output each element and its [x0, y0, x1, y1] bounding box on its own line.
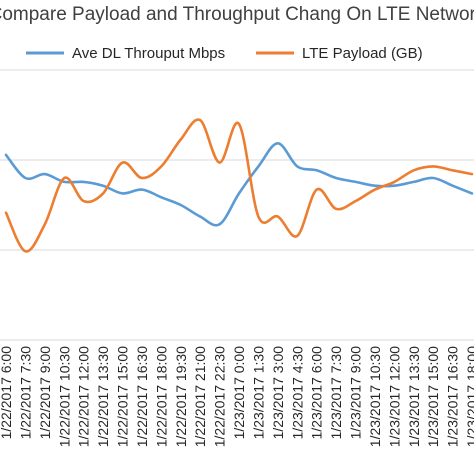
x-tick-label: 1/23/2017 3:00: [270, 346, 286, 440]
x-tick-label: 1/23/2017 16:30: [445, 346, 461, 447]
x-tick-label: 1/22/2017 16:30: [134, 346, 150, 447]
data-point-ave-dl-throuput-mbps: [44, 173, 46, 175]
legend-label: LTE Payload (GB): [302, 45, 423, 62]
x-tick-label: 1/22/2017 21:00: [192, 346, 208, 447]
data-point-lte-payload-gb: [160, 165, 162, 167]
x-tick-label: 1/23/2017 1:30: [250, 346, 266, 440]
data-point-ave-dl-throuput-mbps: [160, 196, 162, 198]
data-point-ave-dl-throuput-mbps: [432, 177, 434, 179]
data-point-lte-payload-gb: [218, 161, 220, 163]
x-tick-label: 1/22/2017 10:30: [56, 346, 72, 447]
x-tick-label: 1/23/2017 7:30: [328, 346, 344, 440]
data-point-lte-payload-gb: [277, 215, 279, 217]
data-point-lte-payload-gb: [316, 188, 318, 190]
data-point-ave-dl-throuput-mbps: [374, 185, 376, 187]
series-layer: [4, 118, 474, 253]
data-point-ave-dl-throuput-mbps: [218, 223, 220, 225]
data-point-ave-dl-throuput-mbps: [238, 192, 240, 194]
legend-item: Ave DL Throuput Mbps: [26, 45, 225, 62]
data-point-lte-payload-gb: [432, 165, 434, 167]
data-point-ave-dl-throuput-mbps: [257, 165, 259, 167]
data-point-ave-dl-throuput-mbps: [83, 181, 85, 183]
x-tick-label: 1/22/2017 15:00: [115, 346, 131, 447]
data-point-lte-payload-gb: [199, 119, 201, 121]
data-point-lte-payload-gb: [413, 169, 415, 171]
x-tick-label: 1/23/2017 6:00: [309, 346, 325, 440]
data-point-ave-dl-throuput-mbps: [335, 177, 337, 179]
legend: Ave DL Throuput Mbps LTE Payload (GB): [26, 45, 423, 62]
data-point-ave-dl-throuput-mbps: [102, 185, 104, 187]
x-tick-label: 1/22/2017 12:00: [76, 346, 92, 447]
data-point-lte-payload-gb: [83, 200, 85, 202]
x-tick-label: 1/22/2017 9:00: [37, 346, 53, 440]
data-point-ave-dl-throuput-mbps: [296, 165, 298, 167]
x-tick-label: 1/22/2017 18:00: [153, 346, 169, 447]
legend-label: Ave DL Throuput Mbps: [72, 45, 225, 62]
data-point-ave-dl-throuput-mbps: [393, 185, 395, 187]
data-point-lte-payload-gb: [121, 161, 123, 163]
x-tick-label: 1/22/2017 22:30: [212, 346, 228, 447]
x-tick-label: 1/22/2017 13:30: [95, 346, 111, 447]
data-point-ave-dl-throuput-mbps: [5, 154, 7, 156]
data-point-lte-payload-gb: [102, 192, 104, 194]
x-tick-label: 1/23/2017 12:00: [386, 346, 402, 447]
data-point-lte-payload-gb: [63, 177, 65, 179]
data-point-ave-dl-throuput-mbps: [199, 215, 201, 217]
data-point-lte-payload-gb: [24, 250, 26, 252]
x-tick-label: 1/23/2017 15:00: [425, 346, 441, 447]
data-point-lte-payload-gb: [296, 235, 298, 237]
data-point-lte-payload-gb: [257, 215, 259, 217]
data-point-lte-payload-gb: [180, 138, 182, 140]
x-tick-label: 1/23/2017 18:00: [464, 346, 474, 447]
data-point-lte-payload-gb: [471, 173, 473, 175]
data-point-ave-dl-throuput-mbps: [63, 181, 65, 183]
x-tick-label: 1/22/2017 6:00: [0, 346, 14, 440]
data-point-lte-payload-gb: [335, 208, 337, 210]
series-line-lte-payload-gb: [4, 118, 474, 253]
data-point-ave-dl-throuput-mbps: [141, 188, 143, 190]
data-point-ave-dl-throuput-mbps: [316, 169, 318, 171]
data-point-ave-dl-throuput-mbps: [451, 185, 453, 187]
x-axis-tick-labels: 1/22/2017 6:00 1/22/2017 7:30 1/22/2017 9:…: [0, 346, 474, 448]
chart-title: Compare Payload and Throughput Chang On …: [0, 4, 474, 25]
data-point-lte-payload-gb: [354, 200, 356, 202]
data-point-lte-payload-gb: [374, 188, 376, 190]
data-point-lte-payload-gb: [238, 123, 240, 125]
data-point-ave-dl-throuput-mbps: [413, 181, 415, 183]
data-point-ave-dl-throuput-mbps: [24, 177, 26, 179]
x-tick-label: 1/22/2017 19:30: [173, 346, 189, 447]
series-line-ave-dl-throuput-mbps: [4, 142, 474, 227]
x-tick-label: 1/23/2017 0:00: [231, 346, 247, 440]
x-tick-label: 1/23/2017 4:30: [289, 346, 305, 440]
data-point-lte-payload-gb: [141, 177, 143, 179]
data-point-lte-payload-gb: [44, 223, 46, 225]
legend-item: LTE Payload (GB): [256, 45, 423, 62]
data-point-lte-payload-gb: [5, 212, 7, 214]
data-point-ave-dl-throuput-mbps: [180, 204, 182, 206]
data-point-lte-payload-gb: [451, 169, 453, 171]
x-tick-label: 1/23/2017 13:30: [406, 346, 422, 447]
data-point-ave-dl-throuput-mbps: [121, 192, 123, 194]
x-tick-label: 1/22/2017 7:30: [17, 346, 33, 440]
gridlines: [0, 69, 474, 341]
data-point-ave-dl-throuput-mbps: [277, 142, 279, 144]
data-point-lte-payload-gb: [393, 181, 395, 183]
data-point-ave-dl-throuput-mbps: [471, 192, 473, 194]
data-point-ave-dl-throuput-mbps: [354, 181, 356, 183]
x-tick-label: 1/23/2017 9:00: [348, 346, 364, 440]
x-tick-label: 1/23/2017 10:30: [367, 346, 383, 447]
